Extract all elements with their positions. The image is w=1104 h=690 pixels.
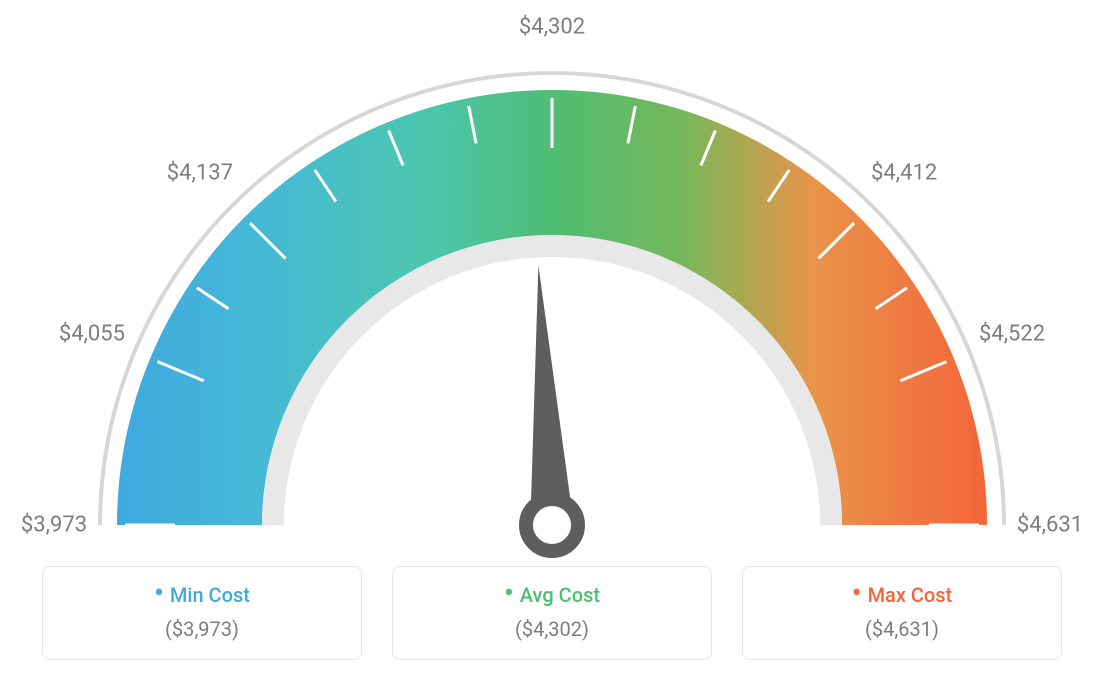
avg-cost-label: Avg Cost: [520, 583, 600, 607]
min-cost-card: • Min Cost ($3,973): [42, 566, 362, 660]
summary-cards: • Min Cost ($3,973) • Avg Cost ($4,302) …: [0, 566, 1104, 660]
needle-hub: [526, 499, 578, 551]
cost-gauge-widget: $3,973 $4,055 $4,137 $4,302 $4,412 $4,522 $4,6…: [0, 0, 1104, 690]
avg-cost-card: • Avg Cost ($4,302): [392, 566, 712, 660]
gauge-needle: [530, 265, 574, 528]
tick-label: $4,137: [167, 160, 233, 185]
tick-label: $4,055: [59, 322, 125, 347]
min-cost-title: • Min Cost: [43, 583, 361, 607]
tick-label: $4,302: [519, 15, 585, 40]
min-cost-value: ($3,973): [43, 617, 361, 641]
dot-icon: •: [504, 587, 514, 599]
dot-icon: •: [154, 587, 164, 599]
max-cost-label: Max Cost: [868, 583, 953, 607]
avg-cost-value: ($4,302): [393, 617, 711, 641]
max-cost-title: • Max Cost: [743, 583, 1061, 607]
gauge-svg: [0, 0, 1104, 560]
dot-icon: •: [852, 587, 862, 599]
gauge-chart: $3,973 $4,055 $4,137 $4,302 $4,412 $4,522 $4,6…: [0, 0, 1104, 560]
tick-label: $3,973: [21, 513, 87, 538]
tick-label: $4,412: [871, 160, 937, 185]
tick-label: $4,631: [1017, 513, 1083, 538]
max-cost-value: ($4,631): [743, 617, 1061, 641]
max-cost-card: • Max Cost ($4,631): [742, 566, 1062, 660]
tick-label: $4,522: [979, 322, 1045, 347]
min-cost-label: Min Cost: [170, 583, 250, 607]
avg-cost-title: • Avg Cost: [393, 583, 711, 607]
